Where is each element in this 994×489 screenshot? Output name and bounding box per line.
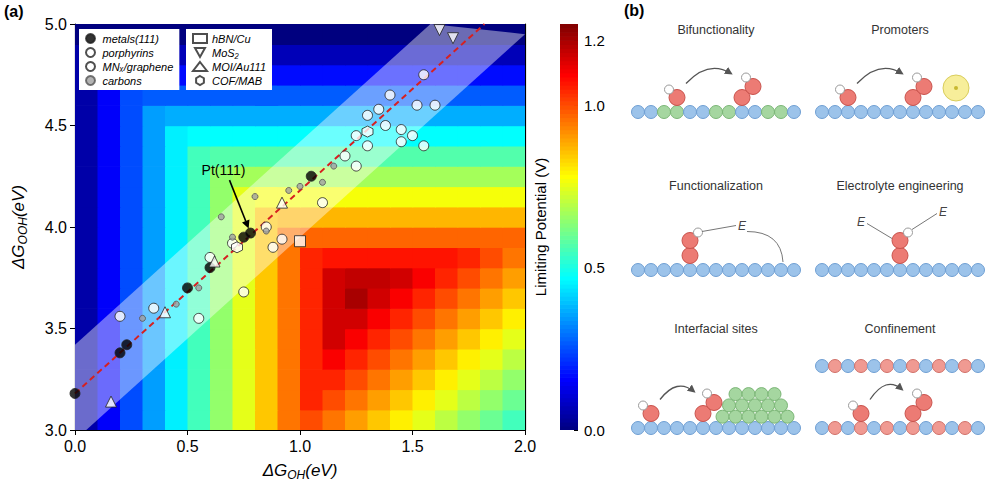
svg-text:0.5: 0.5: [584, 259, 605, 276]
svg-text:ΔG: ΔG: [262, 461, 288, 480]
svg-text:carbons: carbons: [103, 75, 143, 87]
svg-text:Limiting Potential (V): Limiting Potential (V): [532, 158, 549, 296]
svg-text:MOI/Au111: MOI/Au111: [212, 61, 266, 73]
svg-text:1.2: 1.2: [584, 32, 605, 49]
svg-text:0.0: 0.0: [584, 422, 605, 439]
svg-text:OOH: OOH: [16, 217, 30, 245]
svg-text:3.5: 3.5: [45, 320, 67, 337]
svg-text:MoS₂: MoS₂: [212, 47, 240, 59]
svg-text:Bifunctionality: Bifunctionality: [677, 23, 755, 37]
svg-text:3.0: 3.0: [45, 422, 67, 439]
svg-text:1.5: 1.5: [401, 438, 423, 455]
svg-text:0.5: 0.5: [176, 438, 198, 455]
svg-text:Pt(111): Pt(111): [202, 162, 246, 178]
svg-text:ΔG: ΔG: [9, 244, 28, 270]
svg-text:metals(111): metals(111): [103, 33, 160, 45]
svg-text:Promoters: Promoters: [871, 23, 929, 37]
svg-text:porphyrins: porphyrins: [102, 47, 155, 59]
svg-text:4.5: 4.5: [45, 117, 67, 134]
svg-text:4.0: 4.0: [45, 219, 67, 236]
svg-text:Electrolyte engineering: Electrolyte engineering: [836, 179, 963, 193]
svg-text:5.0: 5.0: [45, 16, 67, 33]
svg-text:hBN/Cu: hBN/Cu: [212, 33, 251, 45]
svg-text:E: E: [857, 215, 866, 229]
svg-text:1.0: 1.0: [584, 97, 605, 114]
svg-text:E: E: [738, 219, 747, 233]
svg-text:(a): (a): [4, 3, 24, 20]
svg-text:OH: OH: [287, 468, 305, 482]
svg-text:0.0: 0.0: [64, 438, 86, 455]
svg-text:(eV): (eV): [305, 461, 337, 480]
svg-text:Interfacial sites: Interfacial sites: [674, 322, 757, 336]
svg-text:(b): (b): [624, 2, 644, 19]
svg-text:(eV): (eV): [9, 185, 28, 217]
svg-text:2.0: 2.0: [514, 438, 536, 455]
svg-text:Confinement: Confinement: [865, 322, 936, 336]
svg-text:1.0: 1.0: [289, 438, 311, 455]
svg-text:COF/MAB: COF/MAB: [212, 75, 262, 87]
svg-text:E: E: [939, 205, 948, 219]
svg-text:Functionalization: Functionalization: [669, 179, 763, 193]
svg-text:MNₓ/graphene: MNₓ/graphene: [103, 61, 174, 73]
